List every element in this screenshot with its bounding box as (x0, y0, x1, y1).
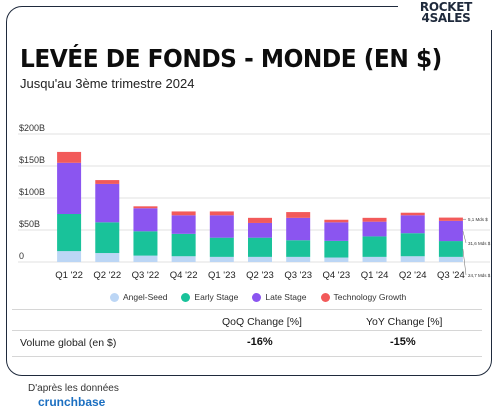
bar-segment (286, 212, 311, 218)
bar-segment (133, 255, 158, 262)
x-tick-label: Q3 '24 (437, 270, 465, 281)
bar-segment (362, 256, 387, 262)
legend-item: Angel-Seed (110, 292, 167, 302)
bar-segment (171, 233, 196, 257)
legend-item: Technology Growth (320, 292, 407, 302)
bar-segment (57, 214, 82, 252)
bar-segment (438, 241, 463, 257)
x-tick-label: Q2 '22 (93, 270, 121, 281)
yoy-header: YoY Change [%] (366, 316, 443, 328)
logo-line-1: ROCKET (419, 0, 473, 14)
y-tick-label: 0 (19, 251, 24, 261)
annotation-leader (462, 230, 467, 244)
bar-segment (324, 240, 349, 258)
legend-item: Early Stage (181, 292, 238, 302)
x-tick-label: Q3 '22 (132, 270, 160, 281)
bar-segment (324, 222, 349, 241)
x-tick-label: Q1 '23 (208, 270, 236, 281)
legend-item: Late Stage (252, 292, 307, 302)
legend-label: Angel-Seed (123, 292, 168, 302)
bar-segment (95, 222, 120, 254)
bar-segment (95, 180, 120, 184)
x-tick-label: Q3 '23 (284, 270, 312, 281)
legend-label: Technology Growth (333, 292, 407, 302)
bar-segment (438, 217, 463, 221)
y-tick-label: $50B (19, 219, 40, 229)
bar-segment (362, 217, 387, 222)
logo-line-2: 4SALES (421, 11, 471, 25)
legend-swatch (252, 292, 262, 302)
table-divider-bottom (12, 356, 482, 357)
yoy-value: -15% (390, 336, 416, 348)
legend-swatch (320, 292, 330, 302)
bar-segment (400, 233, 425, 257)
bar-segment (171, 256, 196, 262)
bar-segment (362, 221, 387, 237)
x-tick-label: Q1 '22 (55, 270, 83, 281)
chart-frame (6, 6, 492, 376)
x-tick-label: Q2 '24 (399, 270, 427, 281)
annotation-leader (462, 248, 467, 276)
bar-segment (438, 220, 463, 242)
bar-segment (209, 215, 234, 238)
bar-segment (400, 212, 425, 216)
crunchbase-logo: crunchbase (38, 395, 106, 409)
bar-segment (324, 219, 349, 223)
y-tick-label: $200B (19, 123, 45, 133)
bar-segment (438, 256, 463, 262)
annotation-label: 5,1 Mds $ (468, 217, 488, 222)
legend-swatch (110, 292, 119, 302)
bar-segment (95, 253, 120, 262)
bar-segment (57, 151, 82, 163)
bar-segment (248, 237, 272, 257)
y-tick-label: $150B (19, 155, 45, 165)
y-tick-label: $100B (19, 187, 45, 197)
legend-swatch (181, 292, 191, 302)
bar-segment (209, 237, 234, 257)
bar-segment (400, 215, 425, 234)
bar-segment (133, 208, 158, 232)
bar-segment (95, 183, 120, 223)
bar-segment (57, 251, 82, 262)
bar-segment (362, 236, 387, 257)
x-tick-label: Q1 '24 (361, 270, 389, 281)
bar-segment (248, 256, 272, 262)
qoq-header: QoQ Change [%] (222, 316, 302, 328)
bar-segment (133, 231, 158, 256)
legend-label: Late Stage (265, 292, 307, 302)
bar-segment (400, 256, 425, 262)
x-tick-label: Q4 '23 (323, 270, 351, 281)
bar-segment (133, 206, 158, 209)
rocket4sales-logo: ROCKET 4SALES (398, 0, 494, 30)
bar-segment (171, 215, 196, 234)
x-tick-label: Q2 '23 (246, 270, 274, 281)
bar-segment (57, 162, 82, 214)
bar-segment (286, 217, 311, 241)
bar-segment (248, 222, 272, 238)
page-subtitle: Jusqu'au 3ème trimestre 2024 (20, 76, 195, 91)
chart-legend: Angel-Seed Early Stage Late Stage Technolog… (110, 292, 460, 302)
bar-segment (171, 211, 196, 216)
bar-segment (324, 257, 349, 262)
stacked-bar-chart: $200B $150B $100B $50B 0 Q1 '22 Q2 '22 Q3 '22 Q4… (18, 123, 491, 281)
page-title: LEVÉE DE FONDS - MONDE (EN $) (20, 44, 442, 73)
x-tick-label: Q4 '22 (170, 270, 198, 281)
bar-segment (209, 211, 234, 216)
bar-segment (286, 240, 311, 257)
table-divider-mid (12, 330, 482, 331)
qoq-value: -16% (247, 336, 273, 348)
table-divider-top (12, 309, 482, 310)
table-row-label: Volume global (en $) (20, 337, 117, 349)
bar-segment (286, 256, 311, 262)
annotation-label: 31,6 Mds $ (468, 241, 491, 246)
annotation-label: 24,7 Mds $ (468, 273, 491, 278)
bar-segment (248, 217, 272, 223)
legend-label: Early Stage (194, 292, 239, 302)
bar-segment (209, 256, 234, 262)
source-note: D'après les données (28, 383, 119, 394)
